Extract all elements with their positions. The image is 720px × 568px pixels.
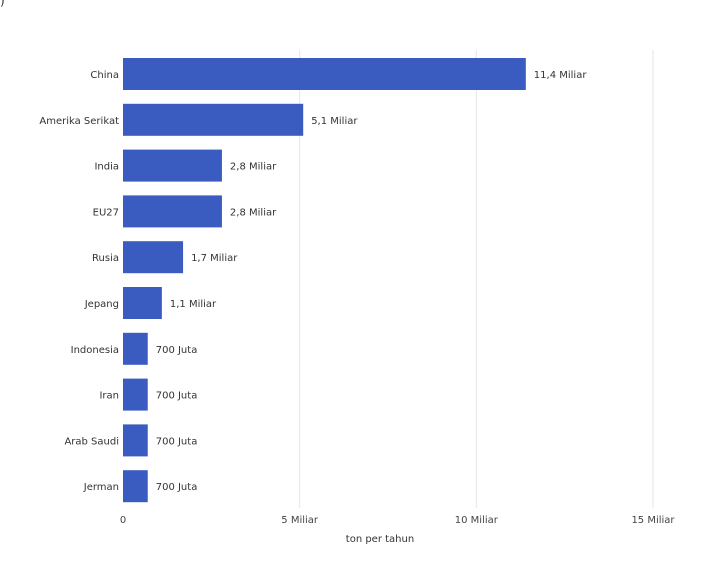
label-layer: China 11,4 Miliar Amerika Serikat 5,1 Milia… — [39, 70, 587, 493]
bar — [123, 470, 148, 503]
bar — [123, 58, 526, 90]
category-label: Jerman — [83, 482, 119, 493]
x-axis-ticks: 0 5 Miliar 10 Miliar 15 Miliar — [120, 515, 676, 526]
bar — [123, 195, 222, 228]
category-label: Arab Saudi — [64, 436, 119, 447]
data-label: 11,4 Miliar — [534, 70, 588, 81]
category-label: Amerika Serikat — [39, 116, 119, 127]
category-label: China — [90, 70, 119, 81]
bar — [123, 241, 184, 274]
bar — [123, 378, 148, 411]
data-label: 1,7 Miliar — [191, 253, 238, 264]
data-label: 700 Juta — [156, 391, 198, 402]
category-label: Jepang — [84, 299, 119, 310]
category-label: Indonesia — [71, 345, 119, 356]
x-axis-title: ton per tahun — [346, 534, 414, 545]
data-label: 700 Juta — [156, 436, 198, 447]
bar — [123, 287, 162, 319]
category-label: EU27 — [93, 207, 119, 218]
bar-layer — [123, 58, 526, 503]
x-tick-label: 0 — [120, 515, 126, 526]
bar — [123, 149, 222, 182]
bar — [123, 424, 148, 457]
category-label: India — [94, 162, 119, 173]
data-label: 5,1 Miliar — [311, 116, 358, 127]
data-label: 2,8 Miliar — [230, 162, 277, 173]
data-label: 700 Juta — [156, 482, 198, 493]
data-label: 1,1 Miliar — [170, 299, 217, 310]
x-tick-label: 10 Miliar — [455, 515, 499, 526]
corner-glyph: ) — [0, 0, 5, 8]
bar — [123, 103, 304, 136]
x-tick-label: 5 Miliar — [281, 515, 319, 526]
data-label: 2,8 Miliar — [230, 207, 277, 218]
data-label: 700 Juta — [156, 345, 198, 356]
x-tick-label: 15 Miliar — [631, 515, 675, 526]
category-label: Rusia — [92, 253, 119, 264]
category-label: Iran — [99, 391, 119, 402]
bar — [123, 332, 148, 365]
